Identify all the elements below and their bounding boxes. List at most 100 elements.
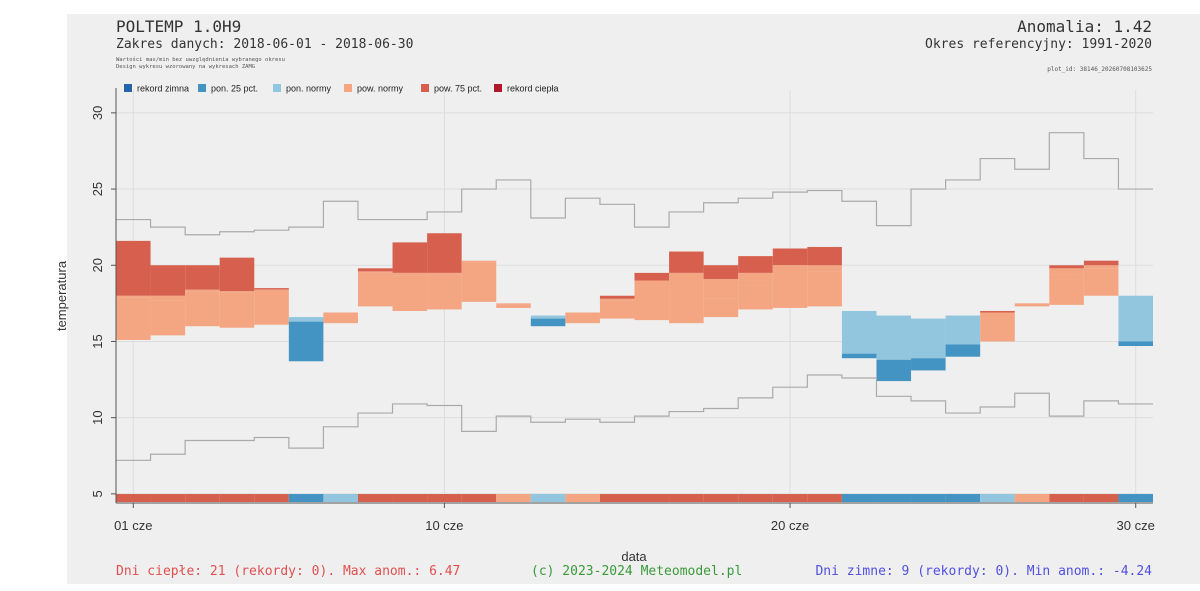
bar-norm-band: [185, 291, 220, 327]
bar-pow-normy: [703, 278, 739, 299]
legend-label-rekord_zimna: rekord zimna: [137, 84, 189, 94]
note-maxmin: Wartości max/min bez uwzględnienia wybra…: [116, 57, 285, 63]
strip-cell: [1118, 494, 1153, 502]
bar-pow-75: [1083, 260, 1119, 266]
strip-cell: [911, 494, 946, 502]
legend-swatch-pon_normy: [273, 84, 281, 92]
bar-pow-75: [392, 242, 428, 273]
bar-pon-25: [841, 353, 877, 359]
bar-pow-75: [1049, 265, 1084, 269]
bar-pon-normy: [1118, 295, 1153, 342]
strip-cell: [634, 494, 670, 502]
bar-pon-25: [911, 358, 946, 371]
bar-pow-normy: [461, 260, 497, 263]
strip-cell: [392, 494, 428, 502]
bar-pow-normy: [392, 272, 428, 276]
strip-cell: [1049, 494, 1084, 502]
legend-label-pon_normy: pon. normy: [286, 84, 332, 94]
bar-pow-normy: [599, 298, 635, 301]
bar-pow-75: [807, 246, 842, 266]
bar-pow-75: [150, 265, 186, 296]
bar-pon-25: [876, 359, 912, 382]
bar-pow-normy: [150, 295, 186, 301]
bar-pow-normy: [669, 272, 704, 283]
y-axis-label: temperatura: [54, 260, 69, 331]
strip-cell: [876, 494, 912, 502]
y-tick-label: 15: [90, 334, 105, 348]
strip-cell: [496, 494, 531, 502]
strip-cell: [254, 494, 289, 502]
bar-pow-75: [116, 240, 151, 296]
bar-norm-band: [565, 312, 600, 324]
cold-days-summary: Dni zimne: 9 (rekordy: 0). Min anom.: -4…: [815, 564, 1152, 579]
strip-cell: [772, 494, 808, 502]
chart-title: POLTEMP 1.0H9: [116, 17, 242, 36]
bar-norm-band: [1083, 268, 1119, 296]
y-tick-label: 5: [90, 490, 105, 497]
y-tick-label: 20: [90, 258, 105, 272]
strip-cell: [185, 494, 220, 502]
strip-cell: [427, 494, 462, 502]
strip-cell: [219, 494, 255, 502]
bar-pow-normy: [807, 265, 842, 272]
reference-period: Okres referencyjny: 1991-2020: [925, 37, 1152, 52]
bar-pow-75: [669, 251, 704, 273]
bar-pow-75: [738, 256, 773, 273]
strip-cell: [807, 494, 842, 502]
legend-swatch-rekord_zimna: [124, 84, 132, 92]
bar-pow-normy: [1083, 265, 1119, 269]
bar-pon-normy: [530, 315, 566, 319]
bar-norm-band: [150, 300, 186, 336]
strip-cell: [357, 494, 393, 502]
bar-norm-band: [116, 297, 151, 340]
strip-cell: [703, 494, 739, 502]
bar-pow-normy: [634, 280, 670, 286]
bar-norm-band: [392, 275, 428, 311]
bar-norm-band: [219, 292, 255, 328]
bar-pon-25: [1118, 341, 1153, 347]
bar-pow-normy: [219, 291, 255, 293]
record-min-line: [116, 374, 1153, 461]
bar-norm-band: [1014, 303, 1050, 307]
bar-pon-25: [530, 318, 566, 327]
bar-pow-75: [634, 272, 670, 281]
bar-pon-normy: [911, 318, 946, 359]
bar-norm-band: [669, 282, 704, 324]
copyright: (c) 2023-2024 Meteomodel.pl: [531, 564, 743, 579]
bar-norm-band: [772, 265, 808, 308]
legend: rekord zimna pon. 25 pct. pon. normy pow. n…: [124, 84, 559, 94]
legend-swatch-pow_75: [421, 84, 429, 92]
x-tick-label: 10 cze: [425, 518, 463, 533]
strip-cell: [323, 494, 358, 502]
strip-cell: [1014, 494, 1050, 502]
bar-pow-normy: [185, 289, 220, 292]
bar-pow-75: [357, 268, 393, 272]
y-tick-label: 25: [90, 182, 105, 196]
strip-cell: [150, 494, 186, 502]
bar-pon-normy: [876, 315, 912, 360]
bar-norm-band: [807, 271, 842, 307]
record-max-line: [116, 132, 1153, 236]
bar-norm-band: [1049, 274, 1084, 305]
bar-pow-normy: [496, 303, 531, 305]
anomaly-value: Anomalia: 1.42: [1017, 17, 1152, 36]
bar-norm-band: [599, 300, 635, 319]
strip-cell: [945, 494, 981, 502]
bar-pow-75: [772, 248, 808, 266]
strip-cell: [841, 494, 877, 502]
legend-swatch-pow_normy: [344, 84, 352, 92]
data-range: Zakres danych: 2018-06-01 - 2018-06-30: [116, 37, 414, 52]
bar-pow-normy: [738, 272, 773, 286]
x-tick-label: 30 cze: [1117, 518, 1155, 533]
bar-pow-75: [980, 310, 1015, 313]
legend-label-rekord_ciepla: rekord ciepła: [507, 84, 559, 94]
bar-norm-band: [427, 274, 462, 310]
legend-label-pow_normy: pow. normy: [357, 84, 404, 94]
bar-pow-75: [703, 265, 739, 279]
bar-pon-normy: [288, 317, 324, 322]
bar-pon-25: [288, 321, 324, 362]
strip-cell: [980, 494, 1015, 502]
bar-pon-25: [945, 344, 981, 357]
bar-pon-normy: [945, 315, 981, 345]
legend-label-pon_25: pon. 25 pct.: [211, 84, 258, 94]
